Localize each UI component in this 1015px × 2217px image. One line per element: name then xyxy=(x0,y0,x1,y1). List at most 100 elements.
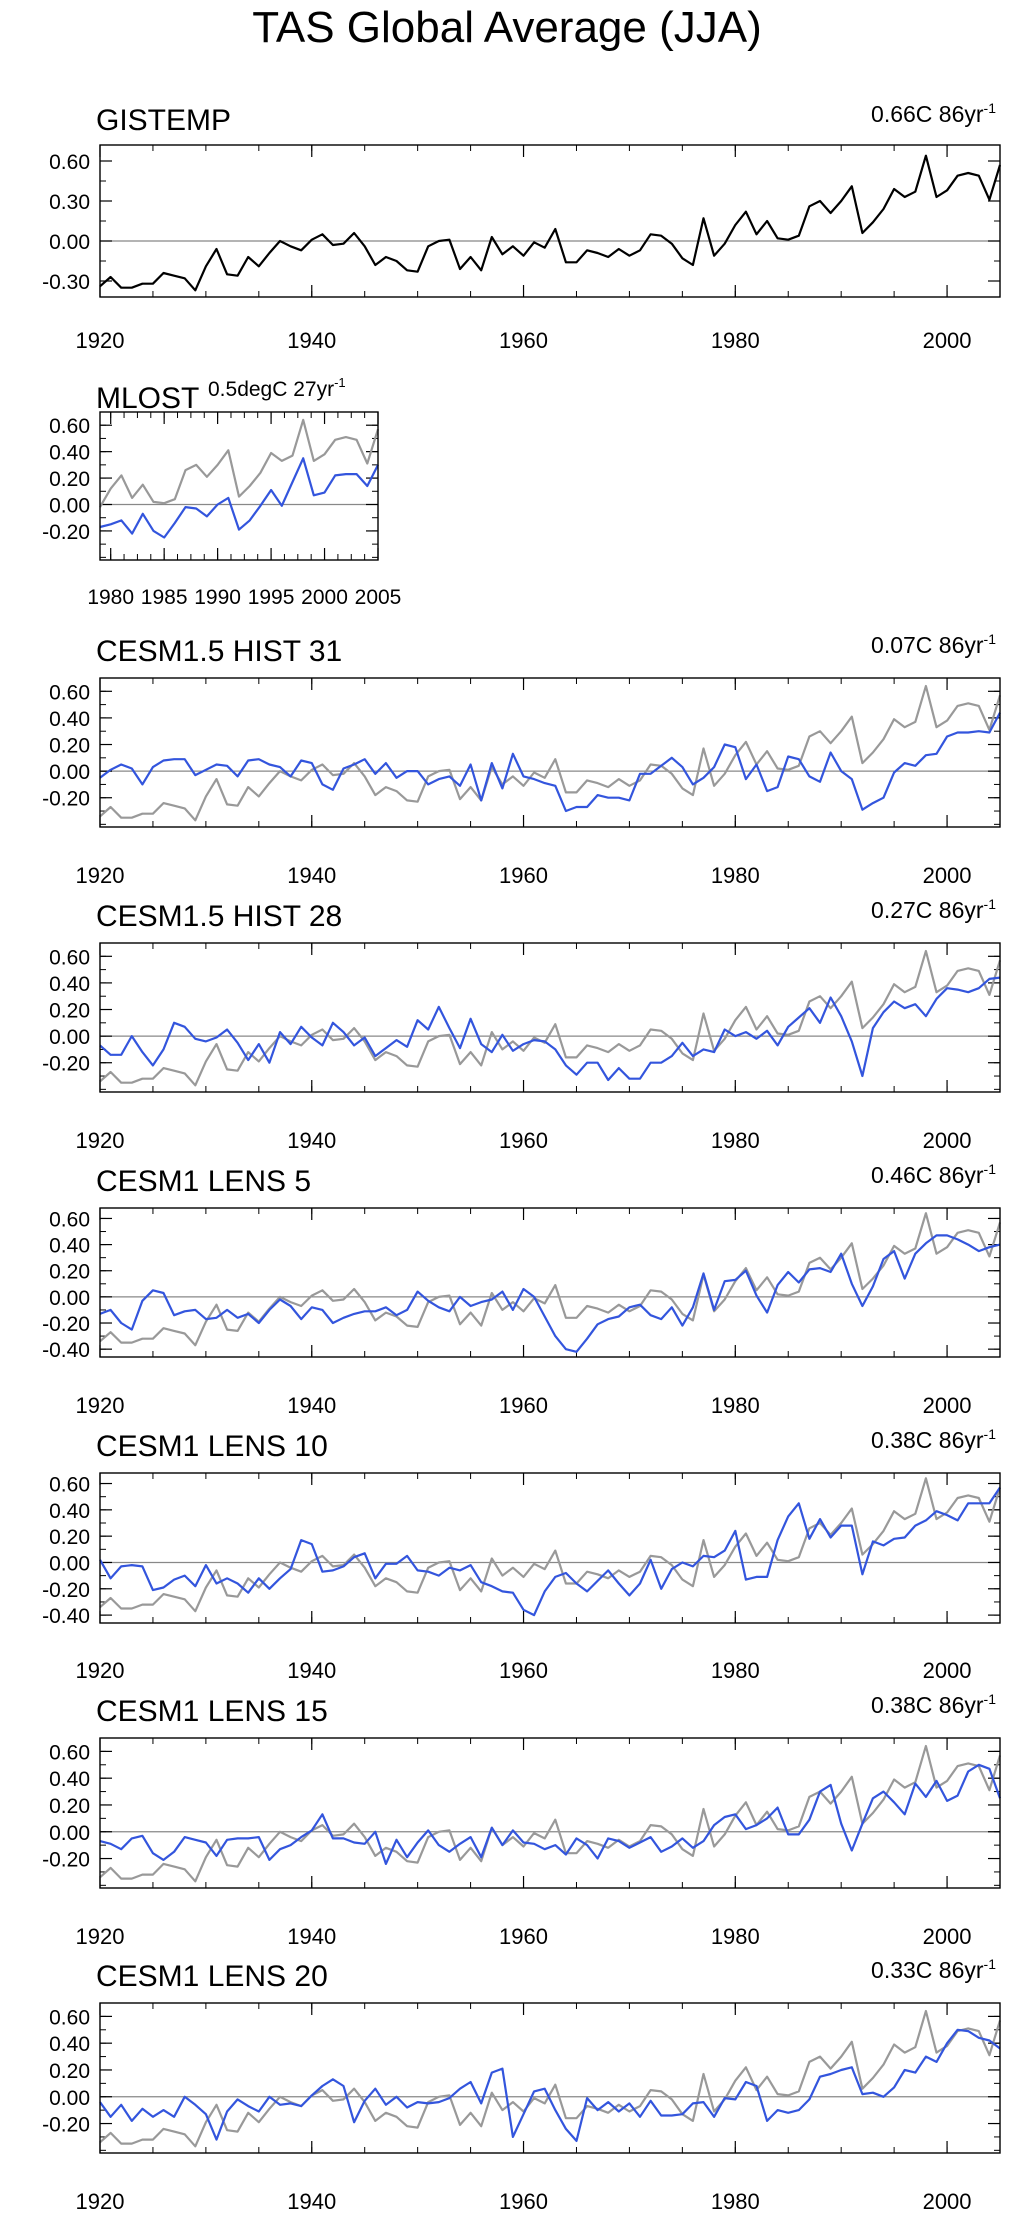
trend-value: 0.38C 86yr xyxy=(871,1692,984,1718)
plot-frame xyxy=(99,411,379,561)
y-tick-label: -0.20 xyxy=(42,1579,90,1602)
x-tick-label: 1940 xyxy=(287,1658,336,1683)
y-tick-label: -0.20 xyxy=(42,1849,90,1872)
x-tick-label: 1940 xyxy=(287,2189,336,2214)
panel-title: CESM1 LENS 20 xyxy=(96,1960,328,1993)
plot-frame xyxy=(99,677,1001,828)
panel-title: GISTEMP xyxy=(96,104,231,137)
x-tick-label: 1940 xyxy=(287,328,336,353)
series-line-gistemp xyxy=(99,1477,1002,1613)
x-tick-label: 2000 xyxy=(923,863,972,888)
y-tick-label: 0.40 xyxy=(49,973,90,996)
series-line-gistemp xyxy=(99,418,380,508)
y-tick-label: 0.60 xyxy=(49,1208,90,1231)
y-tick-label: 0.20 xyxy=(49,1526,90,1549)
figure-title: TAS Global Average (JJA) xyxy=(252,3,761,52)
panel-lens20: CESM1 LENS 20 0.33C 86yr-1 -0.20 0.00 0.20 0.… xyxy=(42,1956,1002,2214)
x-tick-label: 1920 xyxy=(76,1658,125,1683)
panel-title: CESM1.5 HIST 28 xyxy=(96,900,342,933)
series-line-mlost xyxy=(99,457,379,539)
series-line-cesm1-5-hist-31 xyxy=(99,712,1001,813)
x-tick-label: 1980 xyxy=(87,586,134,609)
y-tick-label: -0.20 xyxy=(42,2114,90,2137)
x-tick-label: 1960 xyxy=(499,2189,548,2214)
series-line-gistemp xyxy=(99,684,1002,822)
series-line-gistemp xyxy=(99,2009,1002,2148)
panel-lens5: CESM1 LENS 5 0.46C 86yr-1 -0.40 -0.20 0.00 0.… xyxy=(42,1161,1002,1418)
x-tick-label: 2000 xyxy=(923,328,972,353)
y-tick-label: 0.60 xyxy=(49,1474,90,1497)
x-tick-label: 2005 xyxy=(355,586,402,609)
x-tick-label: 1960 xyxy=(499,328,548,353)
x-tick-label: 1980 xyxy=(711,2189,760,2214)
plot-frame xyxy=(99,1472,1001,1624)
y-tick-label: 0.30 xyxy=(49,191,90,214)
x-tick-label: 1960 xyxy=(499,1393,548,1418)
x-tick-label: 2000 xyxy=(923,2189,972,2214)
x-tick-label: 1980 xyxy=(711,1658,760,1683)
x-tick-label: 1985 xyxy=(141,586,188,609)
y-tick-label: 0.00 xyxy=(49,1822,90,1845)
trend-value: 0.5degC 27yr xyxy=(208,378,334,401)
panel-title: CESM1 LENS 5 xyxy=(96,1165,311,1198)
y-tick-label: 0.40 xyxy=(49,1235,90,1258)
y-tick-label: 0.00 xyxy=(49,1552,90,1575)
x-tick-label: 1960 xyxy=(499,1924,548,1949)
plot-frame xyxy=(99,942,1001,1093)
series-line-cesm1-lens-10 xyxy=(99,1486,1001,1617)
y-tick-label: -0.20 xyxy=(42,788,90,811)
x-tick-label: 1920 xyxy=(76,1924,125,1949)
series-line-cesm1-lens-15 xyxy=(99,1763,1002,1866)
series-line-gistemp xyxy=(99,949,1002,1087)
y-tick-label: 0.40 xyxy=(49,1500,90,1523)
trend-label: 0.27C 86yr-1 xyxy=(871,896,996,923)
trend-label: 0.33C 86yr-1 xyxy=(871,1956,996,1983)
x-tick-label: 1920 xyxy=(76,1128,125,1153)
plot-frame xyxy=(99,2002,1001,2154)
panel-title: CESM1 LENS 15 xyxy=(96,1695,328,1728)
y-tick-label: 0.00 xyxy=(49,761,90,784)
x-tick-label: 2000 xyxy=(923,1924,972,1949)
trend-label: 0.5degC 27yr-1 xyxy=(208,375,346,401)
panel-title: CESM1 LENS 10 xyxy=(96,1430,328,1463)
y-tick-label: -0.20 xyxy=(42,521,90,544)
y-tick-label: 0.60 xyxy=(49,946,90,969)
plot-frame xyxy=(99,1737,1001,1889)
x-tick-label: 2000 xyxy=(923,1658,972,1683)
x-tick-label: 1980 xyxy=(711,328,760,353)
series-line-gistemp xyxy=(99,154,1002,292)
y-tick-label: -0.40 xyxy=(42,1339,90,1362)
x-tick-label: 1940 xyxy=(287,1924,336,1949)
y-tick-label: 0.20 xyxy=(49,1795,90,1818)
trend-value: 0.46C 86yr xyxy=(871,1162,984,1188)
plot-frame xyxy=(99,1207,1001,1358)
panel-hist28: CESM1.5 HIST 28 0.27C 86yr-1 -0.20 0.00 0.20… xyxy=(42,896,1002,1153)
y-tick-label: 0.60 xyxy=(49,415,90,438)
y-tick-label: 0.20 xyxy=(49,468,90,491)
y-tick-label: 0.40 xyxy=(49,442,90,465)
x-tick-label: 1980 xyxy=(711,1924,760,1949)
trend-value: 0.66C 86yr xyxy=(871,101,984,127)
trend-exponent: -1 xyxy=(334,375,346,390)
x-tick-label: 2000 xyxy=(923,1393,972,1418)
y-tick-label: 0.20 xyxy=(49,2060,90,2083)
x-tick-label: 1940 xyxy=(287,863,336,888)
y-tick-label: 0.60 xyxy=(49,2006,90,2029)
y-tick-label: 0.20 xyxy=(49,735,90,758)
x-tick-label: 1990 xyxy=(194,586,241,609)
trend-value: 0.07C 86yr xyxy=(871,632,984,658)
x-tick-label: 1960 xyxy=(499,1658,548,1683)
panel-lens15: CESM1 LENS 15 0.38C 86yr-1 -0.20 0.00 0.20 0.… xyxy=(42,1691,1002,1949)
x-tick-label: 1920 xyxy=(76,1393,125,1418)
trend-label: 0.07C 86yr-1 xyxy=(871,631,996,658)
trend-exponent: -1 xyxy=(984,1426,997,1442)
x-tick-label: 1980 xyxy=(711,863,760,888)
y-tick-label: -0.30 xyxy=(42,271,90,294)
plot-frame xyxy=(99,144,1001,298)
panel-mlost: MLOST 0.5degC 27yr-1 -0.20 0.00 0.20 0.40 0.60… xyxy=(42,375,401,609)
trend-value: 0.27C 86yr xyxy=(871,897,984,923)
x-tick-label: 1940 xyxy=(287,1393,336,1418)
panel-hist31: CESM1.5 HIST 31 0.07C 86yr-1 -0.20 0.00 0.20… xyxy=(42,631,1002,888)
series-line-cesm1-5-hist-28 xyxy=(99,976,1001,1082)
